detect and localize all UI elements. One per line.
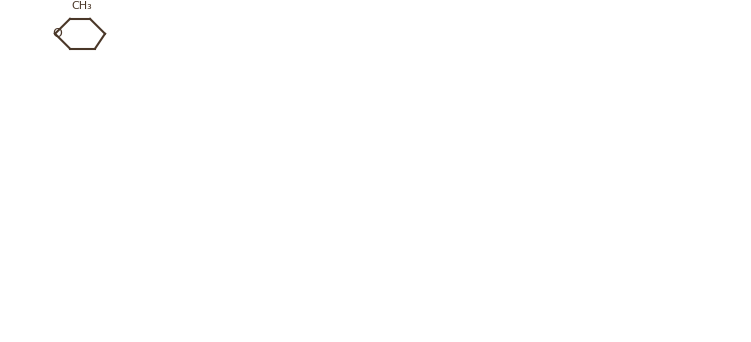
Text: CH₃: CH₃ [71, 1, 92, 11]
Text: O: O [52, 27, 62, 40]
